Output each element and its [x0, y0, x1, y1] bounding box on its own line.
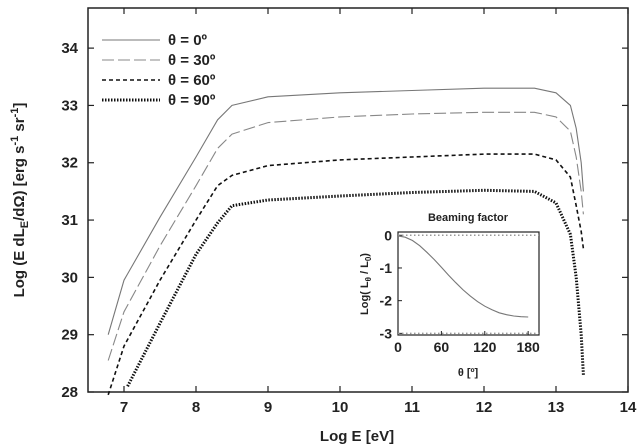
- y-tick-label: 34: [61, 40, 78, 57]
- inset-x-tick-label: 180: [516, 339, 540, 355]
- inset-y-tick-label: -2: [380, 293, 393, 309]
- inset-x-tick-label: 0: [394, 339, 402, 355]
- x-tick-label: 11: [404, 399, 420, 416]
- y-tick-label: 33: [61, 97, 78, 114]
- main-y-ticks: 28 29 30 31 32 33 34: [61, 40, 628, 401]
- x-axis-title: Log E [eV]: [320, 428, 394, 445]
- inset-x-axis-title: θ [º]: [458, 367, 479, 379]
- x-tick-label: 12: [476, 399, 493, 416]
- series-line-3: [126, 188, 585, 387]
- legend-label: θ = 90º: [168, 92, 216, 109]
- y-tick-label: 28: [61, 384, 78, 401]
- y-tick-label: 32: [61, 155, 78, 172]
- series-line-1: [107, 111, 584, 361]
- main-series-lines: [107, 87, 585, 396]
- inset-x-tick-label: 120: [473, 339, 497, 355]
- main-plot-frame: [87, 7, 629, 393]
- x-tick-label: 7: [120, 399, 128, 416]
- inset-y-tick-label: -1: [380, 260, 393, 276]
- inset-series-lines: [397, 235, 529, 318]
- y-tick-label: 29: [61, 327, 78, 344]
- y-axis-title: Log (E dLE/dΩ) [erg s-1 sr-1]: [9, 103, 31, 298]
- inset-y-tick-label: -3: [380, 325, 393, 341]
- inset-x-ticks: 0 60 120 180: [394, 331, 540, 355]
- inset-plot: Beaming factor 0 60 120 180 0 -1 -2 -3 θ [º] L…: [359, 212, 540, 379]
- y-tick-label: 30: [61, 269, 78, 286]
- inset-y-ticks: 0 -1 -2 -3: [380, 227, 539, 341]
- legend: θ = 0º θ = 30º θ = 60º θ = 90º: [102, 32, 216, 109]
- legend-label: θ = 0º: [168, 32, 208, 49]
- legend-label: θ = 60º: [168, 72, 216, 89]
- inset-title: Beaming factor: [428, 212, 509, 224]
- series-line-2: [107, 153, 585, 396]
- inset-plot-frame: [397, 231, 540, 336]
- series-line-0: [107, 87, 584, 335]
- x-tick-label: 8: [192, 399, 200, 416]
- inset-y-axis-title: Log( Lθ / L0): [359, 253, 373, 315]
- x-tick-label: 9: [264, 399, 272, 416]
- inset-y-tick-label: 0: [384, 227, 392, 243]
- y-tick-label: 31: [61, 212, 78, 229]
- inset-background: [398, 232, 539, 335]
- main-x-ticks: 7 8 9 10 11 12 13 14: [120, 8, 637, 416]
- x-tick-label: 10: [332, 399, 349, 416]
- inset-series-line-0: [397, 235, 529, 318]
- inset-x-tick-label: 60: [434, 339, 450, 355]
- legend-label: θ = 30º: [168, 52, 216, 69]
- x-tick-label: 13: [548, 399, 565, 416]
- x-tick-label: 14: [620, 399, 637, 416]
